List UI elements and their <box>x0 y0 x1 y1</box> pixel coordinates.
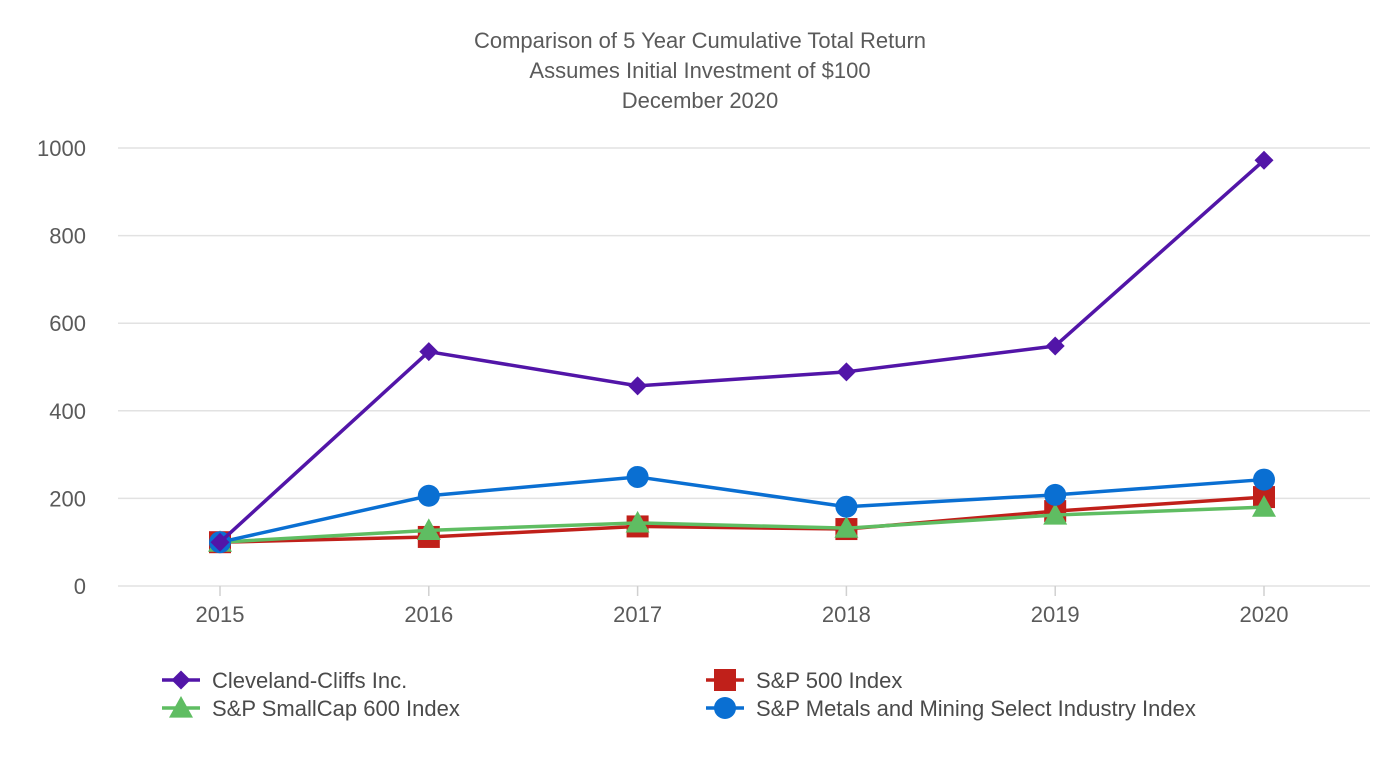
series-line-s-p-metals-and-mining-select-industry-index <box>219 475 1265 544</box>
data-point-s-p-smallcap-600-index-2019[interactable] <box>1043 503 1068 525</box>
series-line-s-p-500-index <box>219 495 1265 544</box>
chart-title-line-2: Assumes Initial Investment of $100 <box>529 58 870 83</box>
data-point-s-p-metals-and-mining-select-industry-index-2018[interactable] <box>835 495 858 518</box>
y-tick-label: 0 <box>74 574 86 599</box>
x-tick-label: 2016 <box>404 602 453 627</box>
data-point-s-p-smallcap-600-index-2020[interactable] <box>1252 495 1276 517</box>
series-group <box>208 150 1276 554</box>
y-tick-label: 600 <box>49 311 86 336</box>
data-point-cleveland-cliffs-inc-2015[interactable] <box>210 532 230 552</box>
chart-title: Comparison of 5 Year Cumulative Total Re… <box>474 28 926 113</box>
legend-label: S&P SmallCap 600 Index <box>212 696 460 721</box>
data-point-s-p-smallcap-600-index-2018[interactable] <box>834 516 859 538</box>
legend-marker-circle-icon[interactable] <box>714 697 736 719</box>
data-point-cleveland-cliffs-inc-2018[interactable] <box>836 362 856 382</box>
x-tick-label: 2020 <box>1240 602 1289 627</box>
legend[interactable]: Cleveland-Cliffs Inc. S&P 500 Index S&P Sm… <box>162 668 1196 721</box>
legend-label: Cleveland-Cliffs Inc. <box>212 668 407 693</box>
legend-item-s-p-metals-and-mining-select-industry-index[interactable]: S&P Metals and Mining Select Industry In… <box>706 696 1196 721</box>
data-point-s-p-metals-and-mining-select-industry-index-2016[interactable] <box>417 484 440 507</box>
x-tick-label: 2017 <box>613 602 662 627</box>
y-axis: 0 200 400 600 800 1000 <box>37 136 86 599</box>
data-point-cleveland-cliffs-inc-2017[interactable] <box>628 376 648 396</box>
x-axis: 2015 2016 2017 2018 2019 2020 <box>196 586 1289 627</box>
legend-marker-square-icon[interactable] <box>714 669 736 691</box>
series-line-cleveland-cliffs-inc <box>218 158 1266 544</box>
x-tick-label: 2019 <box>1031 602 1080 627</box>
series-s-p-smallcap-600-index <box>208 495 1276 552</box>
data-point-s-p-smallcap-600-index-2017[interactable] <box>625 510 650 533</box>
data-point-cleveland-cliffs-inc-2016[interactable] <box>419 342 439 362</box>
legend-item-s-p-smallcap-600-index[interactable]: S&P SmallCap 600 Index <box>162 696 460 721</box>
data-point-cleveland-cliffs-inc-2020[interactable] <box>1254 150 1274 170</box>
gridlines <box>118 147 1370 587</box>
y-tick-label: 400 <box>49 399 86 424</box>
y-tick-label: 200 <box>49 486 86 511</box>
legend-item-s-p-500-index[interactable]: S&P 500 Index <box>706 668 902 693</box>
data-point-s-p-metals-and-mining-select-industry-index-2020[interactable] <box>1253 468 1275 491</box>
y-tick-label: 1000 <box>37 136 86 161</box>
legend-item-cleveland-cliffs-inc[interactable]: Cleveland-Cliffs Inc. <box>162 668 407 693</box>
data-point-cleveland-cliffs-inc-2019[interactable] <box>1045 336 1065 356</box>
legend-label: S&P Metals and Mining Select Industry In… <box>756 696 1196 721</box>
series-cleveland-cliffs-inc <box>210 150 1274 552</box>
data-point-s-p-metals-and-mining-select-industry-index-2017[interactable] <box>626 465 649 488</box>
legend-marker-diamond-icon[interactable] <box>171 670 191 690</box>
chart-title-line-1: Comparison of 5 Year Cumulative Total Re… <box>474 28 926 53</box>
legend-marker-triangle-icon[interactable] <box>169 696 193 718</box>
data-point-s-p-metals-and-mining-select-industry-index-2019[interactable] <box>1044 483 1067 506</box>
data-point-s-p-smallcap-600-index-2016[interactable] <box>416 518 441 540</box>
chart-title-line-3: December 2020 <box>622 88 779 113</box>
x-tick-label: 2018 <box>822 602 871 627</box>
series-line-s-p-smallcap-600-index <box>219 505 1265 544</box>
x-tick-label: 2015 <box>196 602 245 627</box>
legend-label: S&P 500 Index <box>756 668 902 693</box>
y-tick-label: 800 <box>49 224 86 249</box>
series-s-p-500-index <box>209 486 1275 554</box>
